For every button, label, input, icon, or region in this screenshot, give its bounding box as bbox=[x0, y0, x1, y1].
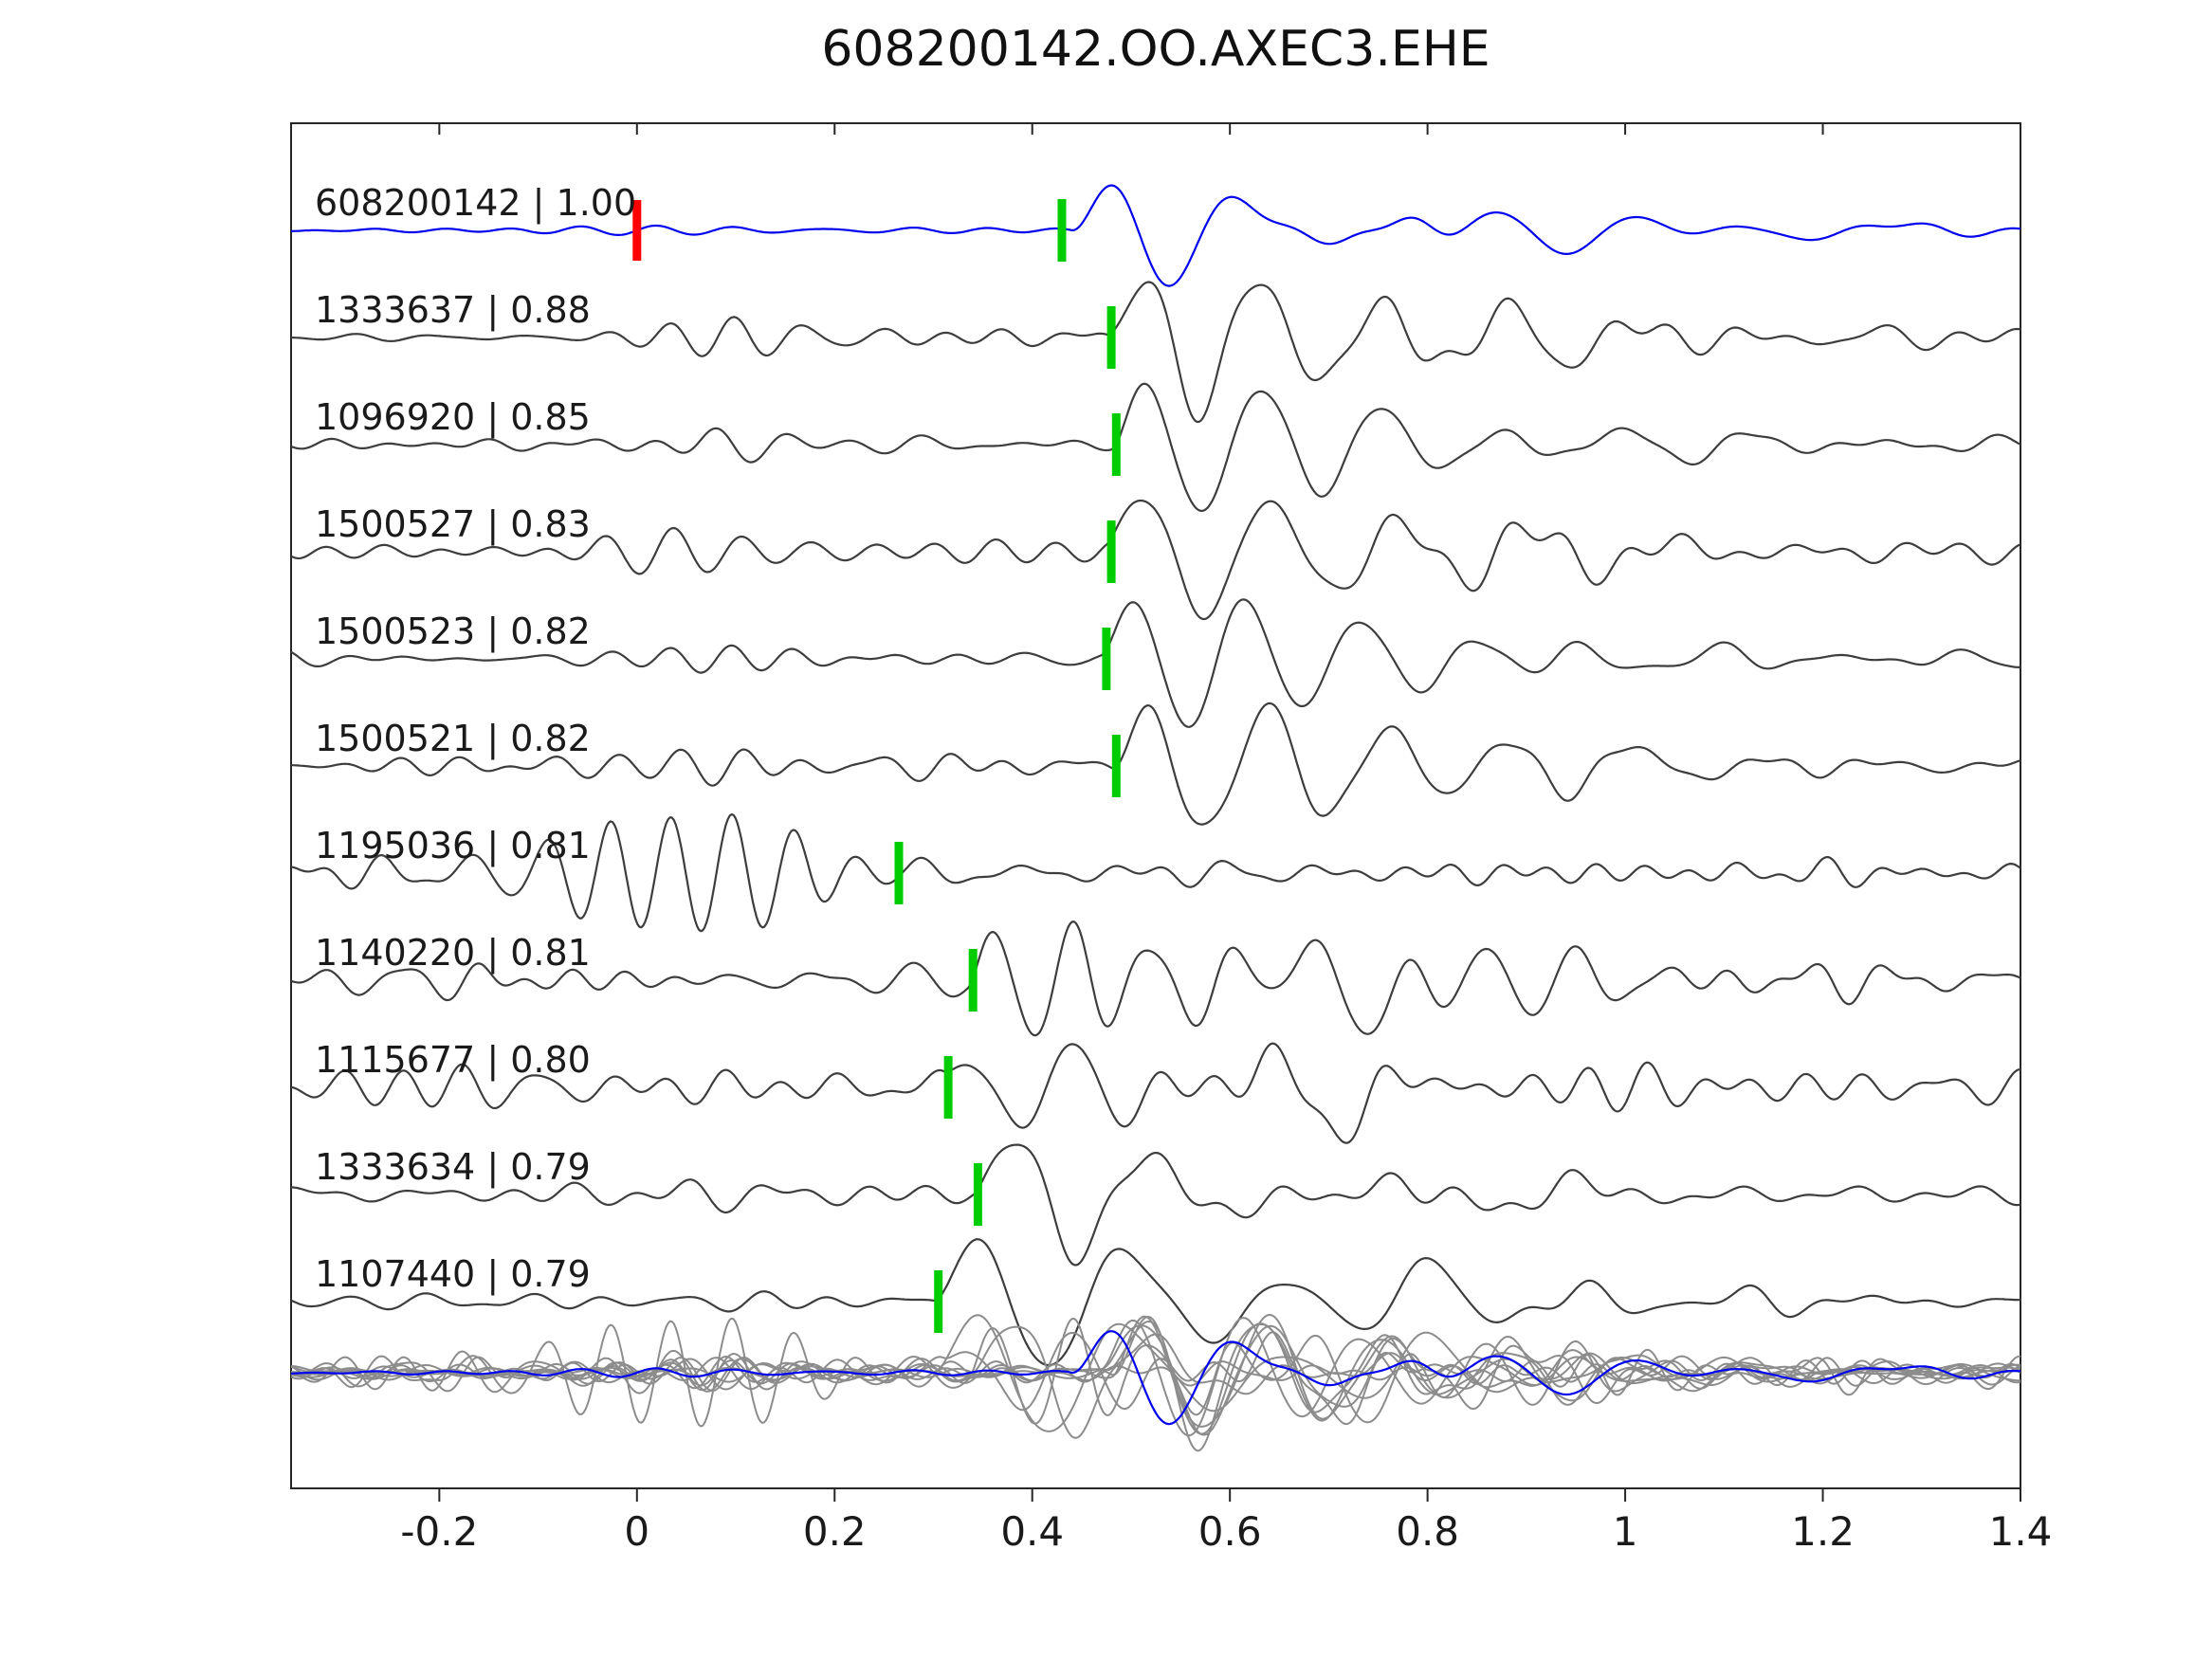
waveform-trace-1115677 bbox=[291, 1042, 2020, 1144]
overlay-trace-1195036 bbox=[291, 1317, 2020, 1428]
waveform-trace-1333637 bbox=[291, 281, 2020, 424]
plot-frame bbox=[290, 122, 2021, 1489]
overlay-trace-1107440 bbox=[291, 1314, 2020, 1432]
waveform-trace-1333634 bbox=[291, 1143, 2020, 1267]
trace-label-1500521: 1500521 | 0.82 bbox=[315, 718, 591, 760]
waveform-trace-1096920 bbox=[291, 382, 2020, 513]
waveform-trace-1500521 bbox=[291, 702, 2020, 826]
x-tick-label: 0.4 bbox=[1000, 1508, 1064, 1555]
waveform-trace-1107440 bbox=[291, 1238, 2020, 1367]
trace-label-1333634: 1333634 | 0.79 bbox=[315, 1146, 591, 1189]
x-tick-label: 1.4 bbox=[1989, 1508, 2053, 1555]
waveform-trace-1195036 bbox=[291, 812, 2020, 933]
x-tick-label: 0 bbox=[624, 1508, 649, 1555]
trace-label-608200142: 608200142 | 1.00 bbox=[315, 182, 636, 225]
waveform-trace-1500523 bbox=[291, 598, 2020, 728]
trace-label-1115677: 1115677 | 0.80 bbox=[315, 1039, 591, 1082]
x-tick-label: 0.6 bbox=[1198, 1508, 1262, 1555]
x-tick-label: -0.2 bbox=[400, 1508, 478, 1555]
x-tick-label: 1 bbox=[1613, 1508, 1638, 1555]
x-tick-label: 0.8 bbox=[1396, 1508, 1459, 1555]
overlay-trace-1333637 bbox=[291, 1320, 2020, 1452]
x-tick-label: 0.2 bbox=[803, 1508, 867, 1555]
waveform-trace-1500527 bbox=[291, 499, 2020, 621]
overlay-traces bbox=[291, 1313, 2020, 1452]
x-tick-label: 1.2 bbox=[1791, 1508, 1855, 1555]
trace-label-1096920: 1096920 | 0.85 bbox=[315, 396, 591, 439]
trace-label-1140220: 1140220 | 0.81 bbox=[315, 932, 591, 975]
waveform-traces bbox=[291, 184, 2020, 1367]
overlay-trace-1500521 bbox=[291, 1313, 2020, 1428]
trace-label-1195036: 1195036 | 0.81 bbox=[315, 825, 591, 867]
overlay-trace-1115677 bbox=[291, 1331, 2020, 1426]
trace-label-1107440: 1107440 | 0.79 bbox=[315, 1253, 591, 1296]
trace-label-1500527: 1500527 | 0.83 bbox=[315, 503, 591, 546]
trace-label-1333637: 1333637 | 0.88 bbox=[315, 289, 591, 332]
trace-label-1500523: 1500523 | 0.82 bbox=[315, 611, 591, 653]
overlay-trace-608200142 bbox=[291, 1330, 2020, 1426]
figure-title: 608200142.OO.AXEC3.EHE bbox=[821, 21, 1490, 78]
waveform-trace-608200142 bbox=[291, 184, 2020, 287]
waveform-trace-1140220 bbox=[291, 921, 2020, 1037]
